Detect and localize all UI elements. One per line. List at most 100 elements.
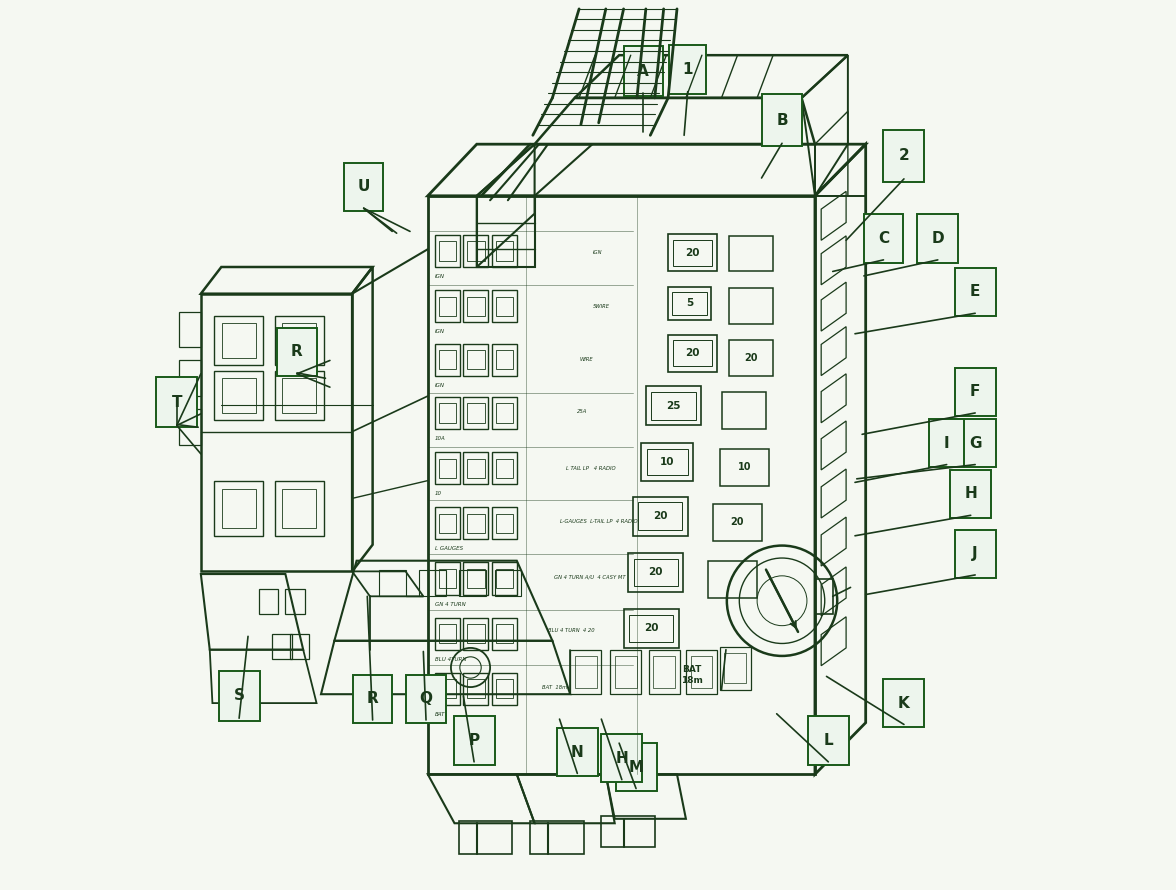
- Bar: [463, 562, 488, 595]
- Bar: [713, 504, 762, 541]
- Bar: [463, 673, 488, 705]
- Text: 20: 20: [644, 623, 659, 634]
- Bar: [282, 489, 316, 528]
- Text: IGN: IGN: [435, 383, 445, 388]
- Bar: [623, 609, 679, 648]
- Text: GN 4 TURN A/U  4 CASY MT: GN 4 TURN A/U 4 CASY MT: [554, 574, 626, 579]
- Bar: [214, 316, 263, 365]
- Text: BAT: BAT: [435, 712, 446, 717]
- Bar: [690, 657, 713, 687]
- Text: GN 4 TURN: GN 4 TURN: [435, 602, 466, 607]
- Bar: [646, 386, 701, 425]
- Bar: [615, 657, 636, 687]
- Bar: [439, 569, 456, 588]
- Text: R: R: [292, 344, 303, 359]
- Bar: [492, 235, 516, 267]
- Bar: [495, 350, 513, 369]
- FancyBboxPatch shape: [883, 130, 924, 182]
- Text: L GAUGES: L GAUGES: [435, 546, 463, 552]
- Bar: [628, 553, 683, 592]
- FancyBboxPatch shape: [353, 675, 393, 723]
- Bar: [435, 452, 460, 484]
- Bar: [601, 816, 655, 847]
- Text: 10: 10: [660, 457, 675, 467]
- FancyBboxPatch shape: [955, 368, 996, 416]
- Bar: [652, 392, 695, 419]
- FancyBboxPatch shape: [808, 716, 849, 765]
- Bar: [439, 514, 456, 533]
- Bar: [610, 650, 641, 694]
- Bar: [629, 615, 674, 642]
- Text: 20: 20: [648, 567, 663, 578]
- Bar: [686, 650, 717, 694]
- Bar: [275, 316, 323, 365]
- Text: M: M: [628, 760, 643, 774]
- Text: IGN: IGN: [435, 274, 445, 279]
- Bar: [570, 650, 601, 694]
- Text: BAT: BAT: [682, 665, 702, 674]
- Bar: [634, 559, 677, 586]
- Text: S: S: [234, 689, 245, 703]
- Bar: [463, 290, 488, 322]
- Bar: [272, 634, 292, 659]
- FancyBboxPatch shape: [557, 728, 597, 776]
- Bar: [221, 489, 256, 528]
- Bar: [214, 371, 263, 420]
- Bar: [722, 392, 766, 429]
- Bar: [467, 403, 485, 423]
- FancyBboxPatch shape: [615, 743, 656, 791]
- Bar: [179, 409, 201, 445]
- Text: IGN: IGN: [435, 329, 445, 335]
- Bar: [647, 449, 688, 475]
- Bar: [724, 653, 747, 684]
- Bar: [815, 578, 833, 614]
- Bar: [259, 589, 279, 614]
- Bar: [467, 624, 485, 643]
- Text: P: P: [468, 733, 480, 748]
- Text: G: G: [969, 436, 982, 450]
- FancyBboxPatch shape: [950, 470, 991, 518]
- Text: IGN: IGN: [593, 250, 602, 255]
- Text: K: K: [898, 696, 910, 710]
- Text: L TAIL LP   4 RADIO: L TAIL LP 4 RADIO: [566, 465, 615, 471]
- Bar: [463, 452, 488, 484]
- Text: J: J: [973, 546, 978, 561]
- FancyBboxPatch shape: [601, 734, 642, 782]
- Bar: [435, 344, 460, 376]
- Bar: [467, 350, 485, 369]
- Bar: [495, 403, 513, 423]
- Text: 5: 5: [686, 298, 693, 309]
- Bar: [463, 344, 488, 376]
- Bar: [379, 570, 406, 596]
- Bar: [492, 673, 516, 705]
- Bar: [214, 481, 263, 536]
- Text: 10: 10: [435, 491, 442, 497]
- Bar: [463, 507, 488, 539]
- Bar: [492, 562, 516, 595]
- Bar: [492, 452, 516, 484]
- Bar: [492, 618, 516, 650]
- Text: BLU 4TURN: BLU 4TURN: [435, 657, 467, 662]
- Bar: [439, 679, 456, 699]
- Bar: [673, 292, 707, 315]
- Bar: [439, 624, 456, 643]
- Bar: [289, 634, 309, 659]
- FancyBboxPatch shape: [219, 671, 260, 721]
- Text: Q: Q: [420, 692, 433, 706]
- Text: BLU 4 TURN  4 20: BLU 4 TURN 4 20: [548, 627, 595, 633]
- Bar: [668, 335, 717, 372]
- Bar: [435, 290, 460, 322]
- Text: D: D: [931, 231, 944, 246]
- Bar: [720, 449, 769, 486]
- Bar: [467, 296, 485, 316]
- Bar: [653, 657, 675, 687]
- FancyBboxPatch shape: [278, 328, 316, 376]
- Bar: [463, 397, 488, 429]
- Bar: [639, 503, 682, 530]
- Text: U: U: [358, 180, 370, 194]
- Bar: [275, 371, 323, 420]
- Bar: [673, 239, 713, 266]
- Bar: [179, 312, 201, 347]
- Text: 2: 2: [898, 149, 909, 163]
- FancyBboxPatch shape: [407, 675, 446, 723]
